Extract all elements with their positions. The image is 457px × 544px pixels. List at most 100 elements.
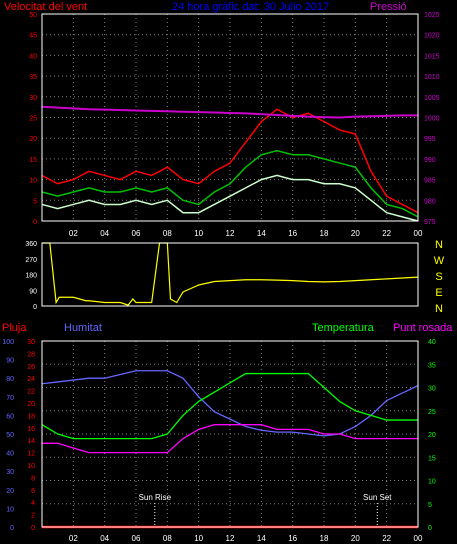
dewpoint-axis-label: Punt rosada <box>393 322 453 334</box>
x-tick-label: 16 <box>288 534 297 543</box>
x-tick-label: 04 <box>100 534 109 543</box>
climate-plot-frame <box>41 340 419 528</box>
rain-tick-label: 10 <box>6 506 14 513</box>
x-tick-label: 02 <box>69 229 78 238</box>
humidity-tick-label: 8 <box>31 475 35 482</box>
rain-tick-label: 50 <box>6 432 14 439</box>
wind-tick-label: 45 <box>29 33 37 40</box>
pressure-tick-label: 1010 <box>424 74 440 81</box>
direction-tick-label: 270 <box>25 257 37 264</box>
direction-tick-label: 90 <box>29 288 37 295</box>
series-line-dewpoint <box>42 424 418 454</box>
rain-tick-label: 40 <box>6 451 14 458</box>
pressure-tick-label: 990 <box>424 157 436 164</box>
x-tick-label: 12 <box>226 229 235 238</box>
pressure-tick-label: 1015 <box>424 53 440 60</box>
x-tick-label: 14 <box>257 229 266 238</box>
rain-tick-label: 30 <box>6 469 14 476</box>
humidity-tick-label: 0 <box>31 525 35 532</box>
x-tick-label: 10 <box>194 534 203 543</box>
x-tick-label: 18 <box>320 229 329 238</box>
rain-axis-label: Pluja <box>2 322 27 334</box>
wind-tick-label: 10 <box>29 178 37 185</box>
x-tick-label: 08 <box>163 229 172 238</box>
temperature-tick-label: 25 <box>428 409 436 416</box>
humidity-tick-label: 6 <box>31 488 35 495</box>
direction-letter: N <box>435 239 443 251</box>
direction-letter: N <box>435 303 443 315</box>
series-line-gust <box>41 108 419 214</box>
direction-letter: W <box>434 255 445 267</box>
pressure-tick-label: 1020 <box>424 33 440 40</box>
pressure-tick-label: 1005 <box>424 95 440 102</box>
wind-tick-label: 25 <box>29 116 37 123</box>
humidity-tick-label: 16 <box>27 426 35 433</box>
rain-tick-label: 80 <box>6 376 14 383</box>
rain-tick-label: 60 <box>6 413 14 420</box>
rain-tick-label: 0 <box>10 525 14 532</box>
humidity-tick-label: 12 <box>27 451 35 458</box>
humidity-tick-label: 14 <box>27 438 35 445</box>
direction-tick-label: 0 <box>33 304 37 311</box>
x-tick-label: 22 <box>382 534 391 543</box>
chart-title: 24 hora gràfic dat: 30 Julio 2017 <box>172 1 329 13</box>
humidity-axis-label: Humitat <box>64 322 102 334</box>
wind-tick-label: 20 <box>29 136 37 143</box>
sun-annotation: Sun Rise <box>139 493 172 502</box>
x-tick-label: 00 <box>414 229 423 238</box>
sun-annotation: Sun Set <box>363 493 392 502</box>
x-tick-label: 10 <box>194 229 203 238</box>
wind-tick-label: 0 <box>33 219 37 226</box>
wind-tick-label: 40 <box>29 53 37 60</box>
series-line-pressure <box>41 105 418 119</box>
wind-speed-axis-label: Velocitat del vent <box>4 1 87 13</box>
temperature-axis-label: Temperatura <box>312 322 375 334</box>
pressure-tick-label: 1025 <box>424 12 440 19</box>
series-line-avg <box>41 149 419 218</box>
direction-tick-label: 360 <box>25 241 37 248</box>
x-tick-label: 14 <box>257 534 266 543</box>
x-tick-label: 00 <box>414 534 423 543</box>
x-tick-label: 06 <box>132 534 141 543</box>
wind-tick-label: 15 <box>29 157 37 164</box>
x-tick-label: 04 <box>100 229 109 238</box>
humidity-tick-label: 22 <box>27 389 35 396</box>
rain-tick-label: 70 <box>6 395 14 402</box>
wind-tick-label: 35 <box>29 74 37 81</box>
temperature-tick-label: 20 <box>428 432 436 439</box>
x-tick-label: 08 <box>163 534 172 543</box>
pressure-tick-label: 975 <box>424 219 436 226</box>
humidity-tick-label: 2 <box>31 513 35 520</box>
series-line-humidity <box>41 370 419 437</box>
x-tick-label: 16 <box>288 229 297 238</box>
humidity-tick-label: 26 <box>27 364 35 371</box>
x-tick-label: 22 <box>382 229 391 238</box>
wind-plot-frame <box>41 13 419 222</box>
direction-plot-frame <box>41 242 419 307</box>
pressure-tick-label: 995 <box>424 136 436 143</box>
pressure-tick-label: 980 <box>424 198 436 205</box>
humidity-tick-label: 24 <box>27 376 35 383</box>
rain-tick-label: 100 <box>2 339 14 346</box>
humidity-tick-label: 30 <box>27 339 35 346</box>
pressure-tick-label: 985 <box>424 178 436 185</box>
temperature-tick-label: 15 <box>428 455 436 462</box>
pressure-axis-label: Pressió <box>370 1 407 13</box>
wind-tick-label: 30 <box>29 95 37 102</box>
x-tick-label: 12 <box>226 534 235 543</box>
humidity-tick-label: 18 <box>27 413 35 420</box>
series-line-min <box>41 174 419 222</box>
rain-tick-label: 90 <box>6 358 14 365</box>
temperature-tick-label: 35 <box>428 362 436 369</box>
wind-tick-label: 5 <box>33 198 37 205</box>
x-tick-label: 02 <box>69 534 78 543</box>
temperature-tick-label: 0 <box>428 525 432 532</box>
direction-tick-label: 180 <box>25 273 37 280</box>
humidity-tick-label: 4 <box>31 500 35 507</box>
direction-letter: E <box>435 287 442 299</box>
x-tick-label: 18 <box>320 534 329 543</box>
temperature-tick-label: 5 <box>428 502 432 509</box>
temperature-tick-label: 40 <box>428 339 436 346</box>
